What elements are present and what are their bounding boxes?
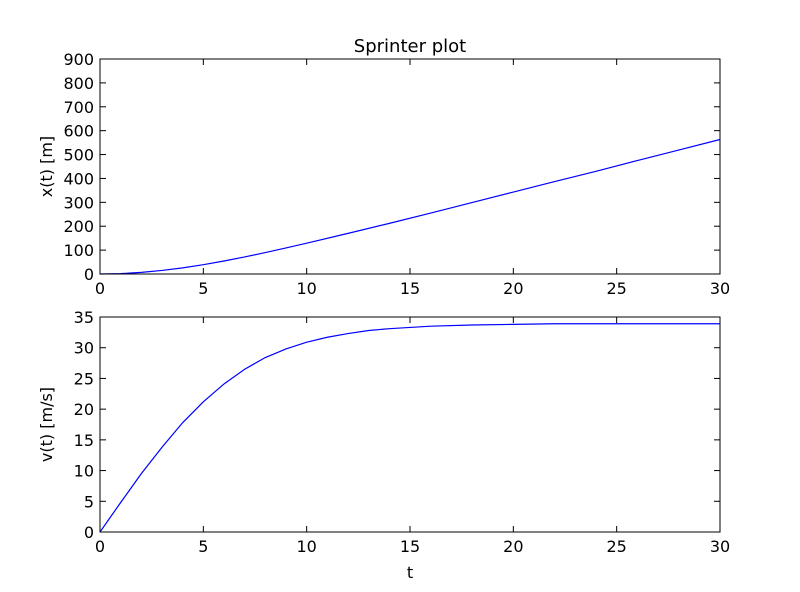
velocity-subplot: 0 5 10 15 20 25 30 0 5 10 15 20 25 30 35 v(t) [m/s] t [37,308,730,582]
series-line [99,323,720,533]
y-tick-label: 0 [84,265,94,284]
x-axis-label: t [407,563,413,582]
y-tick-label: 500 [63,146,94,165]
y-tick-label: 30 [74,339,94,358]
y-tick-label: 300 [63,193,94,212]
x-tick-label: 0 [95,279,105,298]
figure-title: Sprinter plot [354,36,466,57]
x-tick-label: 25 [606,279,626,298]
y-tick-label: 100 [63,241,94,260]
y-tick-label: 20 [74,400,94,419]
y-tick-label: 700 [63,98,94,117]
x-tick-label: 30 [710,537,730,556]
y-tick-label: 10 [74,462,94,481]
y-tick-label: 5 [84,492,94,511]
position-subplot: 0 5 10 15 20 25 300100200300400500600700800900… [37,50,730,298]
y-tick-label: 25 [74,369,94,388]
x-tick-label: 15 [400,537,420,556]
x-tick-label: 10 [296,279,316,298]
y-tick-label: 15 [74,431,94,450]
y-tick-label: 200 [63,217,94,236]
y-tick-label: 900 [63,50,94,69]
y-axis-label: v(t) [m/s] [37,387,56,462]
x-tick-label: 15 [400,279,420,298]
x-tick-label: 5 [198,537,208,556]
x-tick-label: 20 [503,537,523,556]
y-tick-label: 0 [84,523,94,542]
x-tick-label: 10 [296,537,316,556]
x-tick-label: 30 [710,279,730,298]
series-line [99,138,721,275]
y-tick-label: 400 [63,169,94,188]
y-tick-label: 800 [63,74,94,93]
x-tick-label: 20 [503,279,523,298]
y-tick-label: 35 [74,308,94,327]
y-axis-label: x(t) [m] [37,136,56,197]
x-tick-label: 5 [198,279,208,298]
x-tick-label: 25 [606,537,626,556]
x-tick-label: 0 [95,537,105,556]
y-tick-label: 600 [63,122,94,141]
